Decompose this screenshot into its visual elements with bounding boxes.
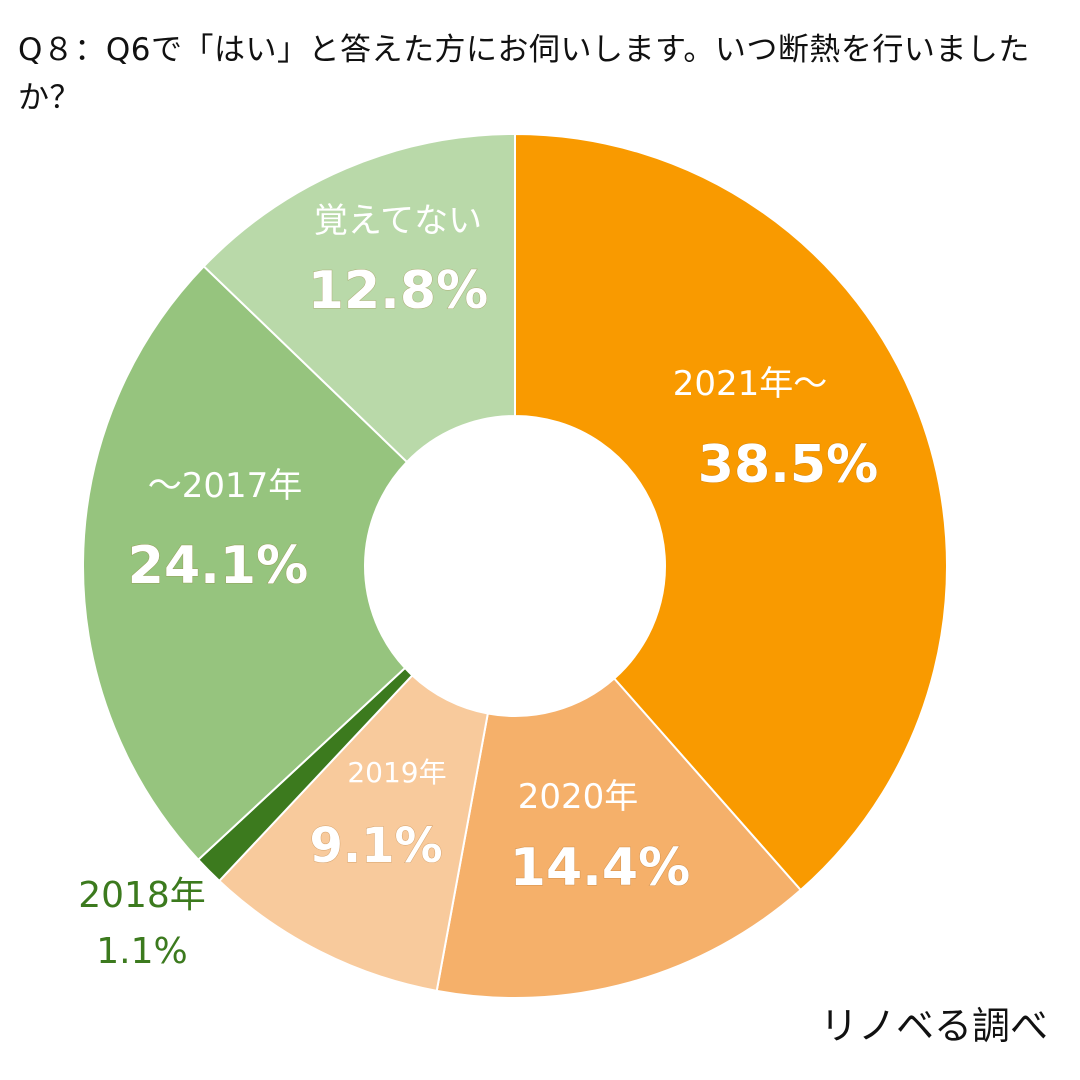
slice-dont-remember [202, 132, 516, 464]
value-label: 14.4% [510, 838, 690, 898]
slice-2021 [514, 132, 948, 892]
category-label: 2021年～ [673, 364, 828, 404]
value-label: 1.1% [96, 931, 187, 972]
category-label: ～2017年 [148, 466, 303, 506]
chart-title: Q８：Q6で「はい」と答えた方にお伺いします。いつ断熱を行いましたか？ [18, 32, 1030, 116]
value-label: 24.1% [128, 536, 308, 596]
category-label: 2020年 [518, 777, 639, 817]
category-label: 2018年 [78, 875, 206, 916]
category-label: 覚えてない [314, 201, 482, 241]
source-note: リノベる調べ [819, 1004, 1048, 1048]
value-label: 12.8% [308, 261, 488, 321]
slice-2020 [435, 677, 803, 999]
slice-2017-or-earlier [82, 264, 409, 862]
slice-2019 [217, 673, 489, 993]
value-label: 38.5% [698, 435, 878, 495]
category-label: 2019年 [347, 756, 446, 789]
value-label: 9.1% [309, 818, 442, 874]
